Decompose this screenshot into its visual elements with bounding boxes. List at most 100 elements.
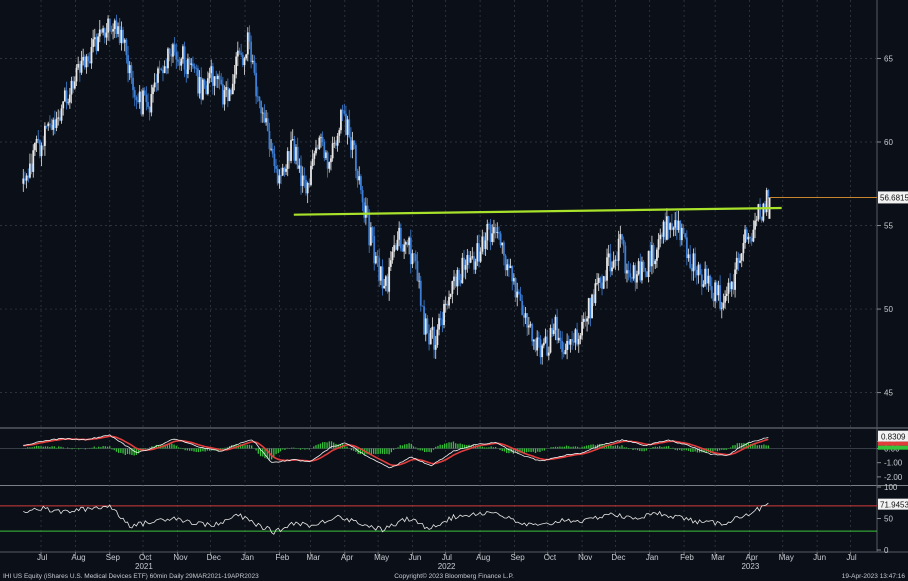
- candle-body: [211, 66, 214, 86]
- candle-body: [160, 68, 163, 70]
- candle-body: [491, 233, 494, 242]
- candle-body: [760, 216, 763, 221]
- candle-body: [504, 255, 507, 271]
- x-year-label: 2023: [741, 562, 759, 571]
- candle-body: [656, 249, 658, 261]
- candle-body: [39, 140, 41, 157]
- candle-body: [233, 74, 236, 84]
- candle-body: [295, 146, 297, 161]
- candle-body: [148, 106, 151, 113]
- x-month-label: Feb: [275, 553, 289, 562]
- candle-body: [85, 56, 88, 68]
- candle-body: [364, 205, 367, 218]
- candle-body: [273, 153, 276, 166]
- x-month-label: Jul: [37, 553, 47, 562]
- candle-body: [409, 237, 412, 265]
- candle-body: [83, 56, 86, 68]
- candle-body: [65, 90, 68, 104]
- candle-body: [226, 87, 229, 102]
- x-month-label: Jan: [646, 553, 659, 562]
- candle-body: [498, 232, 500, 234]
- rsi-tick-label: 0: [884, 546, 889, 555]
- candle-body: [368, 213, 371, 246]
- candle-body: [587, 298, 590, 319]
- x-month-label: May: [374, 553, 389, 562]
- candle-body: [92, 39, 95, 48]
- rsi-tick-label: 50: [884, 515, 893, 524]
- price-tick-label: 60: [884, 138, 893, 147]
- candle-body: [522, 315, 525, 318]
- candle-body: [276, 168, 279, 184]
- candle-body: [135, 96, 138, 101]
- candle-body: [754, 220, 756, 230]
- candle-body: [291, 139, 294, 141]
- candle-body: [446, 303, 449, 306]
- price-tick-label: 45: [884, 389, 893, 398]
- candle-body: [463, 257, 465, 270]
- candle-body: [165, 66, 168, 69]
- candle-body: [305, 179, 307, 194]
- candle-body: [376, 255, 379, 258]
- candle-body: [715, 282, 718, 296]
- candle-body: [187, 58, 189, 75]
- candle-body: [221, 84, 224, 105]
- candle-body: [82, 56, 85, 61]
- macd-last-label: 0.8309: [881, 433, 906, 442]
- candle-body: [594, 283, 597, 304]
- candle-body: [110, 31, 113, 32]
- candle-body: [215, 76, 218, 79]
- candle-body: [328, 162, 331, 169]
- candle-body: [705, 268, 708, 284]
- candle-body: [335, 142, 337, 146]
- candle-body: [416, 261, 419, 281]
- candle-body: [230, 89, 233, 95]
- candle-body: [266, 118, 269, 131]
- candle-body: [182, 46, 184, 59]
- candle-body: [687, 254, 690, 259]
- candle-body: [93, 37, 96, 40]
- candle-body: [636, 274, 638, 283]
- candle-body: [127, 55, 129, 74]
- candle-body: [107, 18, 110, 33]
- candle-body: [745, 229, 748, 240]
- candle-body: [622, 239, 625, 246]
- candle-body: [740, 253, 743, 261]
- candle-body: [554, 316, 557, 331]
- candle-body: [503, 242, 505, 256]
- candle-body: [175, 52, 178, 60]
- candle-body: [220, 79, 223, 85]
- candle-body: [62, 101, 65, 109]
- candle-body: [564, 350, 567, 355]
- candle-body: [399, 227, 402, 249]
- candle-body: [336, 135, 339, 146]
- candle-body: [163, 66, 166, 74]
- candle-body: [310, 166, 312, 185]
- price-tick-label: 65: [884, 54, 893, 63]
- macd-last-box: [878, 430, 908, 442]
- candle-body: [268, 130, 271, 150]
- footer-left: IHI US Equity (iShares U.S. Medical Devi…: [3, 573, 259, 580]
- candle-body: [403, 244, 406, 252]
- rsi-pane: 100 50 0 71.9453: [0, 483, 908, 555]
- candle-body: [216, 75, 219, 79]
- candle-body: [544, 336, 547, 343]
- candle-body: [458, 269, 460, 280]
- candle-body: [371, 227, 374, 236]
- candle-body: [177, 59, 179, 62]
- candle-body: [586, 318, 588, 322]
- candle-body: [547, 352, 550, 356]
- candle-body: [506, 264, 509, 271]
- candle-body: [361, 190, 364, 203]
- x-month-label: Dec: [207, 553, 221, 562]
- candle-body: [508, 264, 510, 269]
- candle-body: [478, 243, 480, 262]
- candle-body: [290, 140, 292, 161]
- candle-body: [48, 123, 51, 126]
- candle-body: [256, 96, 259, 98]
- candle-body: [30, 163, 33, 172]
- candle-body: [679, 220, 682, 241]
- candle-body: [316, 147, 319, 149]
- candle-body: [611, 267, 613, 272]
- candle-body: [150, 94, 153, 113]
- candle-body: [486, 224, 489, 241]
